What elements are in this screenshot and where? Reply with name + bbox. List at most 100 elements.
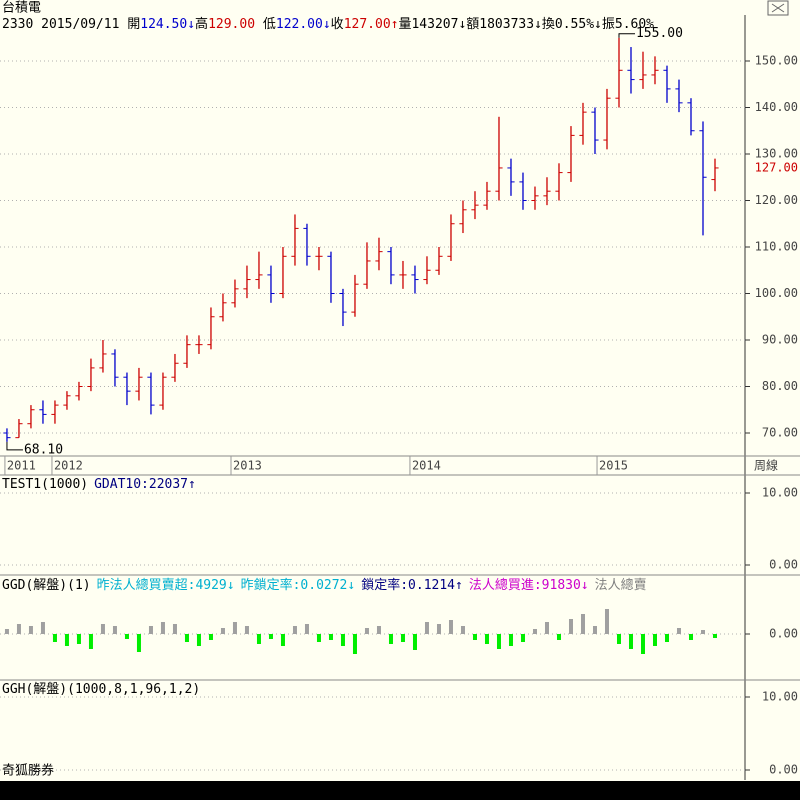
bar (304, 624, 309, 634)
bar (172, 624, 177, 634)
quote-info: 2330 2015/09/11 開124.50↓高129.00 低122.00↓… (2, 16, 654, 32)
bar (484, 634, 489, 644)
y-tick-label: 130.00 (755, 146, 798, 160)
quote-item: 122.00↓ (276, 17, 331, 32)
quote-item: 127.00↑ (344, 17, 399, 32)
quote-item: 量143207↓ (398, 17, 466, 32)
bar (532, 629, 537, 634)
bar (496, 634, 501, 649)
quote-item: 低 (263, 17, 276, 32)
y-tick-label: 120.00 (755, 193, 798, 207)
y-tick-label: 100.00 (755, 286, 798, 300)
bar (88, 634, 93, 649)
bar (16, 624, 21, 634)
bar (256, 634, 261, 644)
y-tick-label: 140.00 (755, 100, 798, 114)
window-button[interactable] (767, 0, 789, 16)
legend-entry: 法人總賣 (595, 577, 647, 593)
bar (424, 622, 429, 634)
bar (664, 634, 669, 642)
bar (544, 622, 549, 634)
bar (208, 634, 213, 640)
bar (412, 634, 417, 650)
annotation: 155.00 (636, 26, 683, 41)
quote-item: 換0.55%↓ (542, 17, 602, 32)
quote-item: 2330 2015/09/11 (2, 17, 127, 32)
panel-title: GGD(解盤)(1) (2, 578, 91, 593)
legend-entry: GDAT10:22037↑ (94, 477, 196, 492)
y-tick-label: 70.00 (762, 426, 798, 440)
y-tick-label: 10.00 (762, 485, 798, 499)
panel-header: TEST1(1000) GDAT10:22037↑ (2, 477, 196, 492)
bar (100, 624, 105, 634)
bar (460, 626, 465, 634)
bar (712, 634, 717, 638)
bar (268, 634, 273, 639)
bar (688, 634, 693, 640)
y-tick-label: 110.00 (755, 239, 798, 253)
status-bar (0, 781, 800, 800)
legend-entry: 鎖定率:0.1214↑ (361, 577, 463, 593)
bar (148, 626, 153, 634)
y-tick-label: 0.00 (769, 557, 798, 571)
stock-name: 台積電 (2, 1, 41, 16)
bar (436, 624, 441, 634)
y-tick-label: 0.00 (769, 627, 798, 641)
window-button-icon (771, 3, 785, 13)
bar (580, 614, 585, 634)
bar (448, 620, 453, 634)
bar (376, 626, 381, 634)
bar (388, 634, 393, 644)
last-price-label: 127.00 (755, 160, 798, 174)
quote-item: 124.50↓ (140, 17, 195, 32)
bar (244, 626, 249, 634)
bar (76, 634, 81, 644)
quote-item: 開 (127, 17, 140, 32)
y-tick-label: 90.00 (762, 333, 798, 347)
bar (652, 634, 657, 646)
bar (280, 634, 285, 646)
bar (40, 622, 45, 634)
bar (472, 634, 477, 640)
quote-item: 收 (331, 17, 344, 32)
bar (328, 634, 333, 640)
bar (364, 628, 369, 634)
quote-item: 129.00 (208, 17, 263, 32)
annotation-leader (6, 441, 23, 451)
annotation-leader (618, 33, 635, 38)
x-tick-label: 2014 (412, 459, 441, 473)
legend-entry: 昨鎖定率:0.0272↓ (241, 577, 356, 593)
legend-entry: 法人總買進:91830↓ (469, 577, 589, 593)
bar (4, 629, 9, 634)
bar (112, 626, 117, 634)
bar (508, 634, 513, 646)
annotation: 68.10 (24, 442, 63, 457)
legend-entry: 昨法人總買賣超:4929↓ (97, 577, 235, 593)
x-tick-label: 2011 (7, 459, 36, 473)
bar (340, 634, 345, 646)
panel-header: GGH(解盤)(1000,8,1,96,1,2) (2, 682, 200, 697)
quote-item: 額1803733↓ (466, 17, 542, 32)
bar (136, 634, 141, 652)
bar (604, 609, 609, 634)
y-tick-label: 150.00 (755, 53, 798, 67)
bar (184, 634, 189, 642)
quote-item: 振5.60% (602, 17, 654, 32)
bar (568, 619, 573, 634)
bar (316, 634, 321, 642)
bar (676, 628, 681, 634)
bar (640, 634, 645, 654)
bar (292, 626, 297, 634)
period-label: 周線 (754, 458, 778, 473)
bar (616, 634, 621, 644)
panel-title: GGH(解盤)(1000,8,1,96,1,2) (2, 682, 200, 697)
bar (196, 634, 201, 646)
x-tick-label: 2013 (233, 459, 262, 473)
bar (28, 626, 33, 634)
bar (628, 634, 633, 649)
bar (352, 634, 357, 654)
bar (520, 634, 525, 642)
bar (52, 634, 57, 642)
y-tick-label: 10.00 (762, 690, 798, 704)
